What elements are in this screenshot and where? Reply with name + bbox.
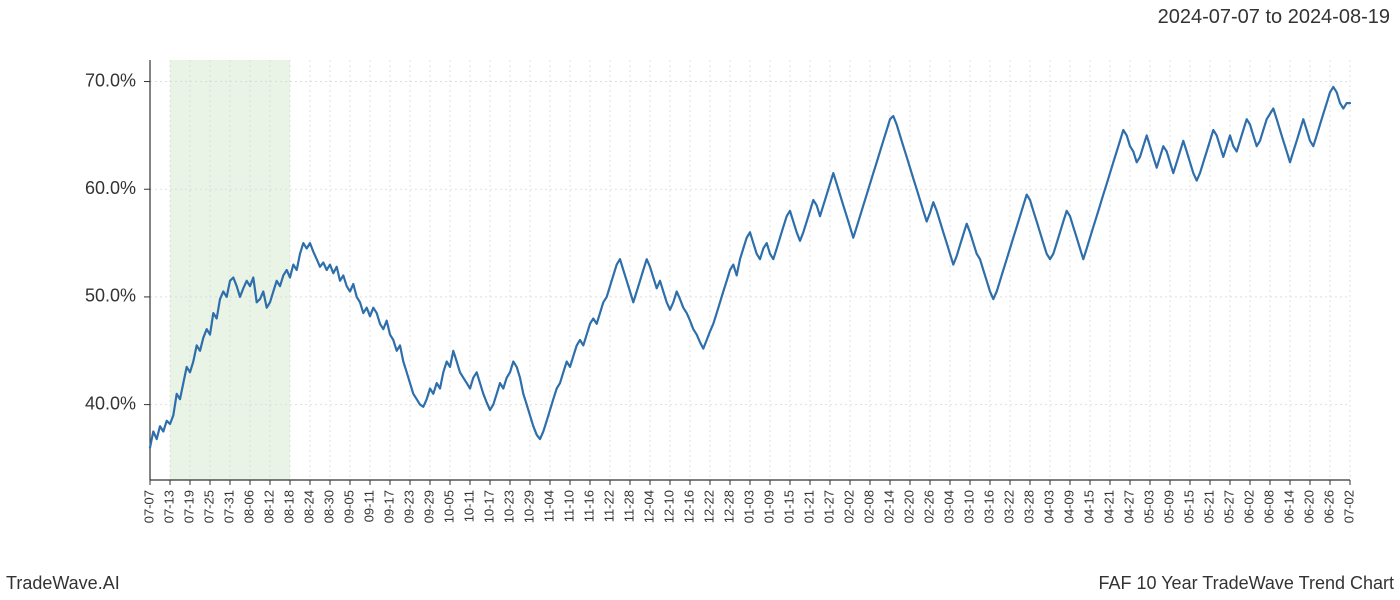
x-tick-label: 02-02 (841, 490, 856, 523)
x-tick-label: 01-09 (761, 490, 776, 523)
x-tick-label: 04-09 (1061, 490, 1076, 523)
x-tick-label: 07-13 (161, 490, 176, 523)
x-tick-label: 10-23 (501, 490, 516, 523)
x-tick-label: 08-12 (261, 490, 276, 523)
x-tick-label: 01-21 (801, 490, 816, 523)
y-tick-label: 70.0% (85, 70, 136, 90)
y-tick-label: 40.0% (85, 393, 136, 413)
x-tick-label: 05-03 (1141, 490, 1156, 523)
x-tick-label: 03-22 (1001, 490, 1016, 523)
x-tick-label: 10-29 (521, 490, 536, 523)
x-tick-label: 03-04 (941, 490, 956, 523)
x-tick-label: 10-11 (461, 490, 476, 522)
x-tick-label: 08-24 (301, 490, 316, 523)
x-tick-label: 07-31 (221, 490, 236, 523)
brand-label: TradeWave.AI (6, 573, 120, 594)
x-tick-label: 12-28 (721, 490, 736, 523)
x-tick-label: 07-25 (201, 490, 216, 523)
x-tick-label: 09-05 (341, 490, 356, 523)
x-tick-label: 11-16 (581, 490, 596, 522)
x-tick-label: 04-03 (1041, 490, 1056, 523)
x-tick-label: 06-02 (1241, 490, 1256, 523)
x-tick-label: 09-29 (421, 490, 436, 523)
x-tick-label: 10-05 (441, 490, 456, 523)
x-tick-label: 09-23 (401, 490, 416, 523)
x-tick-label: 02-26 (921, 490, 936, 523)
x-tick-label: 03-10 (961, 490, 976, 523)
x-tick-label: 12-10 (661, 490, 676, 523)
x-tick-label: 06-20 (1301, 490, 1316, 523)
x-tick-label: 04-21 (1101, 490, 1116, 523)
x-tick-label: 12-22 (701, 490, 716, 523)
x-tick-label: 02-20 (901, 490, 916, 523)
x-tick-label: 06-14 (1281, 490, 1296, 523)
x-tick-label: 05-21 (1201, 490, 1216, 523)
x-tick-label: 11-10 (561, 490, 576, 522)
chart-svg: 40.0% 50.0% 60.0% 70.0% 07-07 07-13 07-19 07-25… (0, 40, 1400, 560)
line-chart: 40.0% 50.0% 60.0% 70.0% 07-07 07-13 07-19 07-25… (0, 40, 1400, 560)
x-tick-label: 04-15 (1081, 490, 1096, 523)
x-tick-label: 01-27 (821, 490, 836, 523)
x-tick-label: 01-15 (781, 490, 796, 523)
x-tick-label: 12-04 (641, 490, 656, 523)
x-tick-label: 05-15 (1181, 490, 1196, 523)
x-tick-label: 07-07 (141, 490, 156, 523)
x-tick-label: 07-02 (1341, 490, 1356, 523)
x-tick-label: 08-06 (241, 490, 256, 523)
date-range-label: 2024-07-07 to 2024-08-19 (1158, 6, 1390, 29)
x-tick-label: 09-11 (361, 490, 376, 522)
x-tick-label: 02-08 (861, 490, 876, 523)
y-tick-label: 50.0% (85, 286, 136, 306)
x-tick-label: 03-28 (1021, 490, 1036, 523)
x-tick-label: 05-27 (1221, 490, 1236, 523)
x-tick-label: 07-19 (181, 490, 196, 523)
chart-title: FAF 10 Year TradeWave Trend Chart (1099, 573, 1395, 594)
x-tick-label: 09-17 (381, 490, 396, 523)
x-tick-label: 02-14 (881, 490, 896, 523)
chart-container: { "header": { "date_range": "2024-07-07 … (0, 0, 1400, 600)
x-tick-label: 04-27 (1121, 490, 1136, 523)
x-tick-label: 11-28 (621, 490, 636, 522)
x-tick-label: 12-16 (681, 490, 696, 523)
x-tick-label: 01-03 (741, 490, 756, 523)
x-tick-label: 08-18 (281, 490, 296, 523)
x-tick-label: 06-26 (1321, 490, 1336, 523)
x-tick-label: 06-08 (1261, 490, 1276, 523)
x-tick-label: 10-17 (481, 490, 496, 523)
x-tick-label: 11-22 (601, 490, 616, 522)
y-tick-label: 60.0% (85, 178, 136, 198)
x-tick-label: 03-16 (981, 490, 996, 523)
x-tick-label: 08-30 (321, 490, 336, 523)
x-tick-label: 05-09 (1161, 490, 1176, 523)
x-tick-label: 11-04 (541, 490, 556, 522)
